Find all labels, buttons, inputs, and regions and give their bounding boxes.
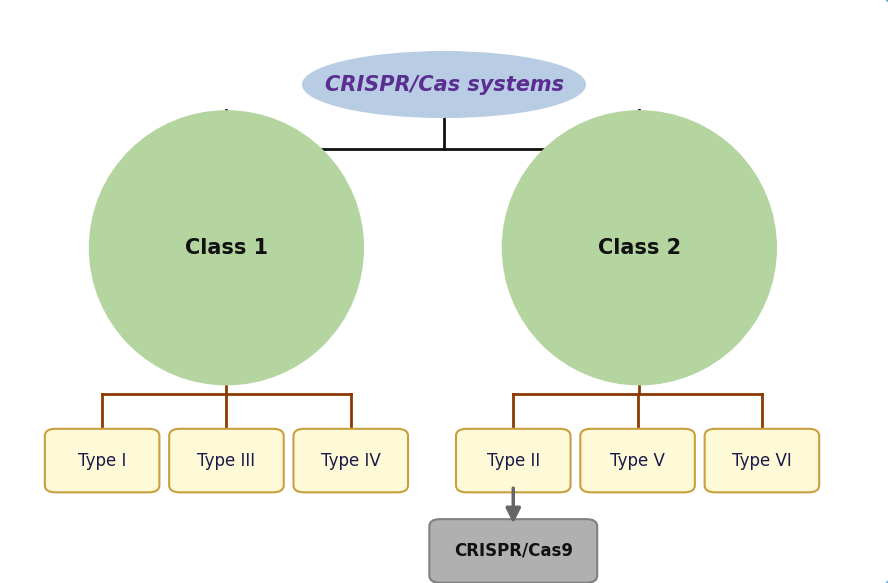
FancyBboxPatch shape xyxy=(704,429,819,492)
Ellipse shape xyxy=(302,51,586,118)
Ellipse shape xyxy=(502,110,777,385)
FancyBboxPatch shape xyxy=(169,429,284,492)
Text: CRISPR/Cas9: CRISPR/Cas9 xyxy=(454,542,573,560)
Text: Class 2: Class 2 xyxy=(598,238,681,258)
Ellipse shape xyxy=(89,110,364,385)
FancyBboxPatch shape xyxy=(293,429,408,492)
FancyBboxPatch shape xyxy=(456,429,570,492)
FancyBboxPatch shape xyxy=(580,429,694,492)
Text: Type V: Type V xyxy=(610,452,665,469)
FancyBboxPatch shape xyxy=(429,519,597,583)
Text: Type I: Type I xyxy=(78,452,126,469)
FancyBboxPatch shape xyxy=(44,429,160,492)
Text: Type II: Type II xyxy=(487,452,540,469)
Text: Type III: Type III xyxy=(197,452,256,469)
Text: Type VI: Type VI xyxy=(732,452,792,469)
Text: Class 1: Class 1 xyxy=(185,238,268,258)
Text: CRISPR/Cas systems: CRISPR/Cas systems xyxy=(324,75,564,94)
Text: Type IV: Type IV xyxy=(321,452,381,469)
